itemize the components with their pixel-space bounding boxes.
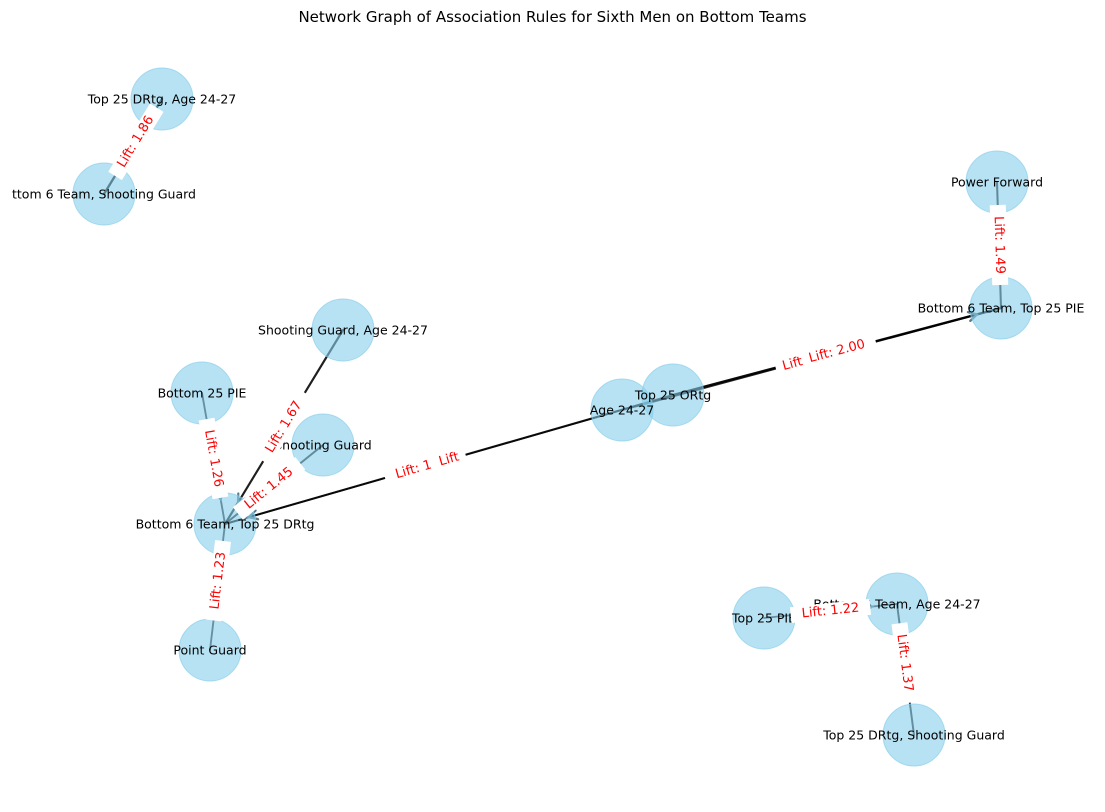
edge-label-top25ortg-to-b6-top25drtg: Lift	[437, 449, 461, 469]
graph-title: Network Graph of Association Rules for S…	[298, 8, 807, 26]
node-label-top25ortg: Top 25 ORtg	[634, 388, 711, 403]
node-sg[interactable]	[291, 413, 355, 477]
edge-label-bg	[198, 417, 229, 500]
edge-label-bg	[773, 351, 812, 377]
edge-label-bg	[891, 622, 918, 704]
edge-label-bg	[232, 457, 306, 520]
node-label-top25drtg-sg: Top 25 DRtg, Shooting Guard	[822, 728, 1005, 743]
edge-label-bg	[430, 447, 468, 472]
edge-label-age-to-b6-top25pie: Lift	[781, 354, 805, 374]
node-label-sg-age: Shooting Guard, Age 24-27	[258, 323, 428, 338]
node-top25drtg-sg[interactable]	[882, 703, 946, 767]
edge-label-top25drtg-age-to-b6-sg: Lift: 1.86	[114, 113, 157, 170]
edge-label-bg	[205, 540, 231, 622]
edge-label-top25pie-to-b6-age: Lift: 1.22	[801, 601, 860, 622]
edge-label-bg	[256, 388, 312, 466]
node-label-pf: Power Forward	[951, 175, 1043, 190]
node-label-top25drtg-age: Top 25 DRtg, Age 24-27	[87, 92, 237, 107]
node-label-b6-top25drtg: Bottom 6 Team, Top 25 DRtg	[136, 517, 315, 532]
node-label-b6-sg: ttom 6 Team, Shooting Guard	[12, 187, 196, 202]
edge-label-top25ortg-to-b6-top25pie: Lift: 2.00	[807, 337, 867, 366]
edge-label-top25drtg-sg-to-b6-age: Lift: 1.37	[893, 633, 915, 692]
node-sg-age[interactable]	[311, 298, 375, 362]
edge-label-bg	[108, 103, 164, 181]
node-label-bottom25pie: Bottom 25 PIE	[158, 386, 247, 401]
node-top25ortg[interactable]	[641, 363, 705, 427]
node-label-age: Age 24-27	[590, 403, 654, 418]
node-label-b6-top25pie: Bottom 6 Team, Top 25 PIE	[918, 301, 1085, 316]
node-label-top25pie: Top 25 PIE	[731, 611, 796, 626]
edge-label-pg-to-b6-top25drtg: Lift: 1.23	[207, 551, 229, 610]
edge-label-pf-to-b6-top25pie: Lift: 1.49	[991, 216, 1008, 274]
node-label-sg: Shooting Guard	[274, 438, 371, 453]
edge-label-bottom25pie-to-b6-top25drtg: Lift: 1.26	[201, 429, 226, 488]
edge-label-bg	[989, 204, 1009, 286]
edge-label-bg	[789, 598, 872, 624]
edge-label-bg	[796, 333, 878, 370]
node-label-pg: Point Guard	[173, 643, 246, 658]
